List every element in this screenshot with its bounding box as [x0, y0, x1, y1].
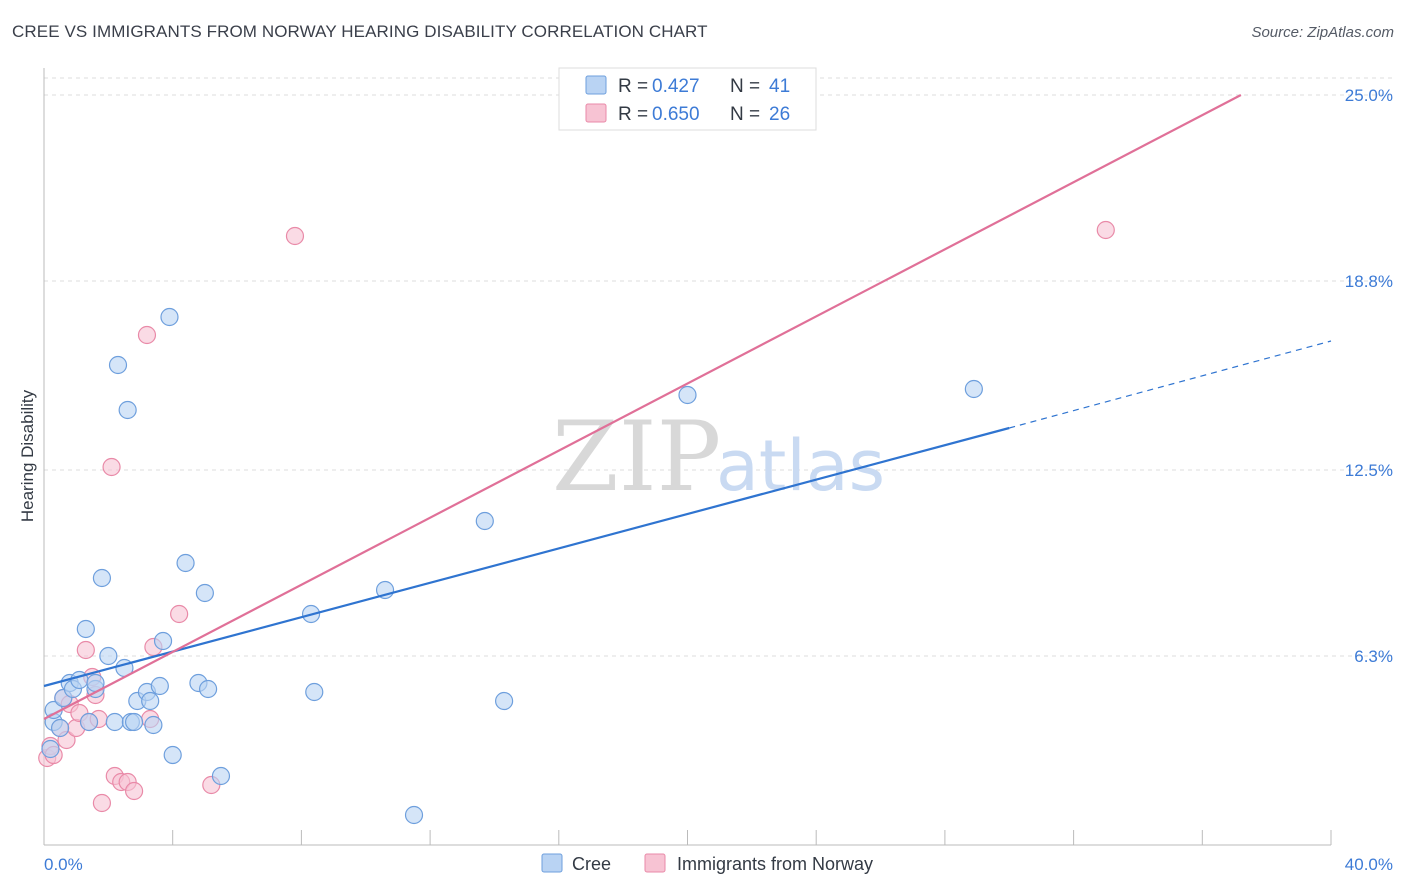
cree-point[interactable]: [153, 631, 173, 651]
norway-point[interactable]: [92, 793, 112, 813]
legend-n-value-norway: 26: [769, 104, 790, 125]
norway-point[interactable]: [1096, 220, 1115, 240]
bottom-legend: Cree Immigrants from Norway: [541, 853, 873, 874]
legend-n-label-cree: N =: [730, 76, 760, 97]
cree-point[interactable]: [305, 682, 324, 702]
chart-title: CREE VS IMMIGRANTS FROM NORWAY HEARING D…: [12, 22, 708, 41]
source-label: Source: ZipAtlas.com: [1251, 24, 1394, 41]
legend-box: R = 0.427 N = 41 N = R = 0.650 N = 26: [558, 67, 817, 131]
cree-point[interactable]: [108, 355, 128, 375]
y-tick-label: 6.3%: [1354, 647, 1393, 666]
cree-point[interactable]: [678, 385, 697, 405]
y-tick-label: 18.8%: [1345, 272, 1393, 291]
cree-point[interactable]: [211, 766, 231, 786]
cree-point[interactable]: [198, 679, 218, 699]
bottom-legend-label-norway[interactable]: Immigrants from Norway: [677, 854, 873, 874]
x-tick-marks: [172, 830, 1332, 845]
cree-point[interactable]: [92, 568, 112, 588]
cree-point[interactable]: [141, 691, 160, 711]
norway-point[interactable]: [285, 226, 305, 246]
bottom-legend-swatch-cree[interactable]: [541, 853, 563, 873]
norway-point[interactable]: [102, 457, 121, 477]
cree-point[interactable]: [105, 712, 124, 732]
cree-point[interactable]: [79, 712, 99, 732]
cree-point[interactable]: [118, 400, 137, 420]
y-tick-label: 12.5%: [1345, 461, 1393, 480]
cree-point[interactable]: [150, 676, 169, 696]
cree-point[interactable]: [76, 619, 95, 639]
norway-trend-line: [43, 94, 1242, 720]
legend-n-label-norway: N =: [730, 104, 760, 125]
cree-point[interactable]: [404, 805, 424, 825]
y-tick-label: 25.0%: [1345, 86, 1393, 105]
watermark: ZIP atlas: [552, 401, 885, 513]
legend-r-value-cree: 0.427: [652, 76, 700, 97]
cree-trend-extension: [1009, 340, 1332, 429]
legend-r-value-norway: 0.650: [652, 104, 700, 125]
y-axis-label: Hearing Disability: [18, 389, 37, 522]
bottom-legend-swatch-norway[interactable]: [644, 853, 666, 873]
cree-point[interactable]: [41, 739, 60, 759]
cree-point[interactable]: [475, 511, 494, 531]
norway-point[interactable]: [76, 640, 95, 660]
norway-point[interactable]: [170, 604, 189, 624]
legend-swatch-norway: [585, 103, 607, 123]
cree-point[interactable]: [124, 712, 144, 732]
legend-swatch-cree: [585, 75, 607, 95]
watermark-atlas: atlas: [716, 425, 885, 507]
bottom-legend-label-cree[interactable]: Cree: [572, 854, 611, 874]
series-cree-points: [41, 307, 983, 825]
y-tick-labels: 6.3% 12.5% 18.8% 25.0%: [1345, 86, 1393, 666]
cree-point[interactable]: [160, 307, 179, 327]
cree-point[interactable]: [495, 691, 514, 711]
cree-point[interactable]: [50, 718, 70, 738]
x-tick-labels: 0.0% 40.0%: [44, 855, 1393, 874]
norway-point[interactable]: [124, 781, 144, 801]
watermark-zip: ZIP: [552, 401, 721, 513]
series-immigrants-from-norway-points: [38, 220, 1115, 813]
cree-point[interactable]: [144, 715, 163, 735]
legend-r-label-cree: R =: [618, 76, 648, 97]
cree-point[interactable]: [964, 379, 983, 399]
cree-trend-line: [43, 426, 1010, 688]
x-tick-label: 40.0%: [1345, 855, 1393, 874]
legend-n-value-cree: 41: [769, 76, 790, 97]
cree-point[interactable]: [99, 646, 118, 666]
x-tick-label: 0.0%: [44, 855, 83, 874]
trend-lines: [43, 94, 1332, 720]
cree-point[interactable]: [163, 745, 182, 765]
cree-point[interactable]: [176, 553, 195, 573]
legend-r-label-norway-visible: R =: [618, 104, 648, 125]
cree-point[interactable]: [195, 583, 214, 603]
norway-point[interactable]: [137, 325, 157, 345]
